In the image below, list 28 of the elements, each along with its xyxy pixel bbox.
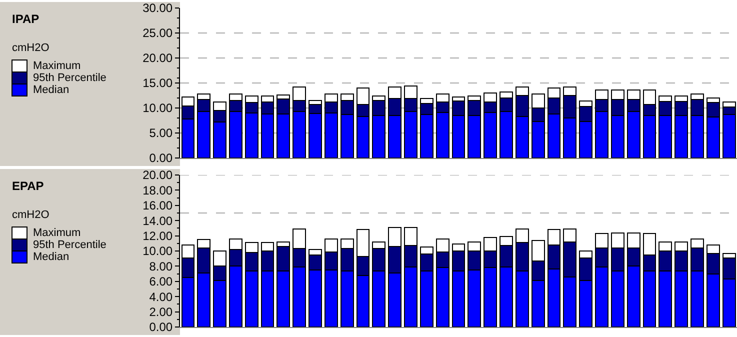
y-tick-label: 15.00: [142, 76, 173, 90]
y-tick-label: 2.00: [149, 305, 173, 319]
y-tick-label: 16.00: [142, 198, 173, 213]
y-tick-label: 12.00: [142, 229, 173, 243]
y-tick-label: 20.00: [142, 51, 173, 66]
y-tick-label: 8.00: [149, 259, 173, 274]
legend-label: 95th Percentile: [33, 239, 106, 251]
text: cmH2O: [12, 209, 50, 221]
y-tick-label: 0.00: [149, 151, 173, 166]
text: cmH2O: [12, 42, 50, 54]
y-tick-label: 20.00: [142, 168, 173, 182]
y-tick-label: 30.00: [142, 1, 173, 16]
y-tick-label: 14.00: [142, 214, 173, 228]
y-tick-label: 25.00: [142, 26, 173, 40]
legend-label: Maximum: [33, 227, 81, 239]
y-tick-label: 6.00: [149, 274, 173, 289]
y-tick-label: 10.00: [142, 244, 173, 258]
y-axis-title: EPAP: [12, 179, 44, 193]
legend-label: Median: [33, 84, 70, 96]
legend-label: Maximum: [33, 60, 81, 72]
y-tick-label: 18.00: [142, 183, 173, 198]
legend-label: 95th Percentile: [33, 72, 106, 84]
y-tick-label: 0.00: [149, 320, 173, 334]
y-tick-label: 10.00: [142, 101, 173, 116]
legend-label: Median: [33, 251, 70, 263]
y-axis-title: IPAP: [12, 12, 40, 26]
y-tick-label: 5.00: [149, 126, 173, 140]
y-tick-label: 4.00: [149, 290, 173, 304]
